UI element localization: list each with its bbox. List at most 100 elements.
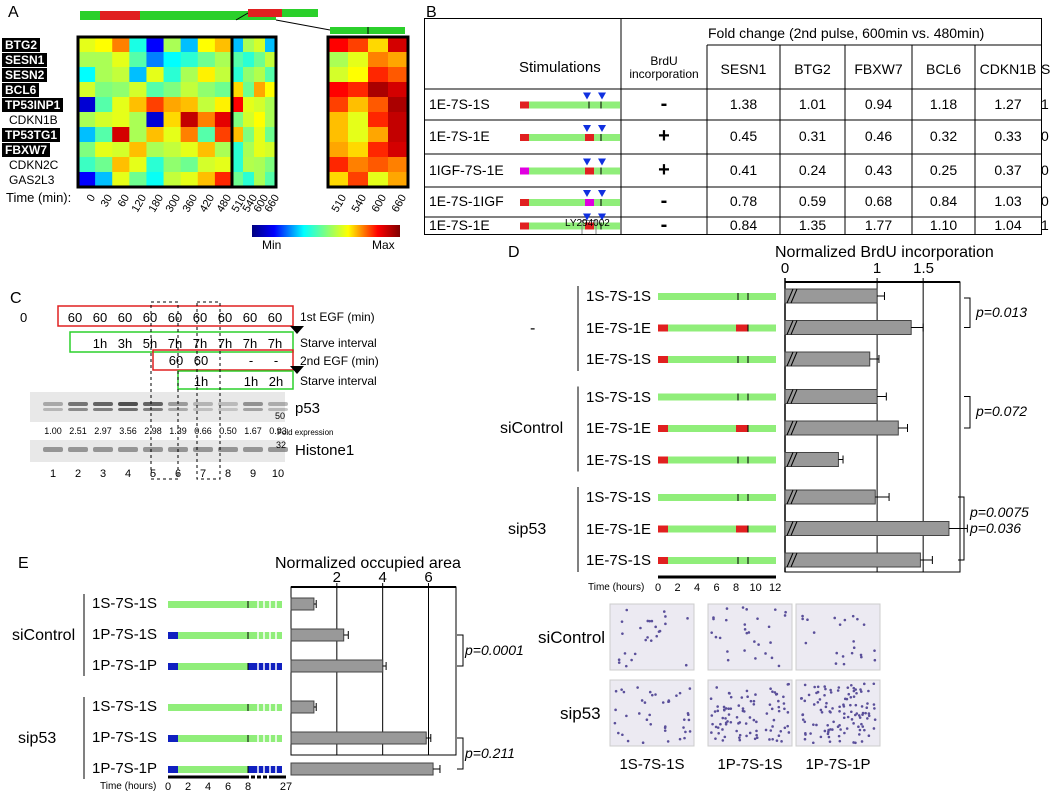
heatmap-cell: [214, 157, 233, 173]
p53-band: [118, 408, 138, 411]
sample-arrow: [598, 125, 606, 132]
cell-dot: [675, 694, 678, 697]
bar: [290, 700, 315, 714]
stim-first-pulse: [520, 222, 529, 230]
stim-first-pulse: [520, 167, 529, 175]
table-cell: 0.41: [729, 161, 758, 178]
cell-dot: [726, 720, 729, 723]
cell-dot: [738, 736, 741, 739]
cell-dot: [777, 699, 780, 703]
heatmap-cell: [146, 97, 165, 113]
cell-dot: [850, 718, 854, 721]
heatmap-cell: [197, 97, 216, 113]
heatmap-cell: [232, 52, 244, 68]
heatmap-cell: [388, 112, 409, 128]
cell-dot: [846, 715, 850, 719]
heatmap-cell: [368, 157, 389, 173]
stim-first-pulse: [658, 456, 668, 464]
cell-dot: [620, 688, 623, 691]
gene-label: CDKN1B: [9, 113, 58, 127]
cell-dot: [783, 707, 786, 711]
heatmap-cell: [232, 172, 244, 188]
cell-dot: [831, 728, 834, 731]
lane-highlight: [196, 301, 221, 480]
row-label: 1S-7S-1S: [92, 698, 158, 715]
table-cell: 0.68: [864, 193, 893, 209]
heatmap-cell: [368, 112, 389, 128]
heatmap-cell: [95, 172, 113, 188]
heatmap-cell: [180, 127, 199, 143]
histone-band: [68, 447, 88, 452]
stim-bar: [658, 525, 776, 533]
table-cell: 0.84: [929, 193, 958, 209]
group-label: siControl: [500, 420, 564, 437]
axis-break: [786, 351, 794, 367]
cell-dot: [784, 610, 787, 614]
fold-value: 0.66: [194, 426, 212, 436]
heatmap-cell: [163, 97, 182, 113]
heatmap-cell: [112, 172, 130, 188]
cell-dot: [866, 702, 869, 705]
cell-dot: [847, 692, 851, 696]
cell-dot: [717, 731, 720, 735]
cell-dot: [872, 727, 876, 730]
sample-arrow: [583, 213, 591, 221]
pvalue-bracket: [964, 297, 971, 328]
heatmap-cell: [146, 82, 165, 98]
cell-dot: [711, 722, 714, 726]
heatmap-cell: [146, 37, 165, 53]
row-label: 1P-7S-1P: [92, 657, 158, 674]
bar: [784, 452, 839, 467]
time-label: Time (hours): [588, 582, 645, 593]
cell-dot: [860, 740, 864, 743]
lane-number: 5: [149, 468, 157, 480]
p-value: p=0.036: [970, 519, 1021, 536]
heatmap-cell: [265, 52, 277, 68]
stim-second-pulse: [248, 766, 282, 773]
stim-second-pulse: [736, 324, 748, 332]
cell-dot: [867, 712, 871, 715]
sample-arrow: [583, 158, 591, 166]
lane-number: 10: [271, 468, 285, 480]
cell-dot: [835, 651, 839, 655]
heatmap-cell: [180, 172, 199, 188]
cell-dot: [780, 740, 783, 743]
cell-dot: [850, 710, 853, 714]
panel-a: A BTG2 SESN1 SESN2 BCL6 TP53INP1 CD: [0, 0, 420, 275]
histone-band: [118, 447, 138, 452]
table-cell: 0.32: [929, 128, 958, 144]
p53-band: [218, 408, 238, 411]
cell-dot: [735, 715, 739, 719]
cell-dot: [867, 734, 871, 738]
heatmap-cell: [388, 172, 409, 188]
heatmap-cell: [146, 67, 165, 83]
axis-break: [786, 288, 794, 304]
heatmap-cell: [180, 52, 199, 68]
starve-value: 7h: [167, 336, 183, 351]
heatmap-cell: [348, 97, 369, 113]
arrow-down: [290, 326, 304, 334]
bar: [784, 420, 899, 436]
row-label: 1E-7S-1S: [586, 552, 652, 569]
bar: [290, 659, 384, 673]
heatmap-cell: [328, 37, 349, 53]
gene-label: GAS2L3: [9, 173, 55, 187]
gene-column-header: CDKN1B: [979, 61, 1037, 77]
cell-dot: [771, 737, 774, 741]
heatmap-cell: [388, 157, 409, 173]
scale-max-label: Max: [372, 238, 395, 252]
heatmap-cell: [254, 172, 266, 188]
table-cell: 0.37: [994, 161, 1022, 178]
cell-dot: [726, 650, 729, 653]
heatmap-cell: [243, 52, 255, 68]
cell-dot: [664, 622, 667, 626]
starve-value: 7h: [267, 336, 283, 351]
heatmap-cell: [146, 172, 165, 188]
heatmap-cell: [112, 157, 130, 173]
second-egf-box: [152, 349, 294, 371]
cell-dot: [648, 690, 652, 694]
cell-dot: [714, 737, 717, 740]
cell-dot: [755, 733, 758, 737]
heatmap-cell: [78, 127, 96, 143]
cell-dot: [721, 716, 725, 720]
